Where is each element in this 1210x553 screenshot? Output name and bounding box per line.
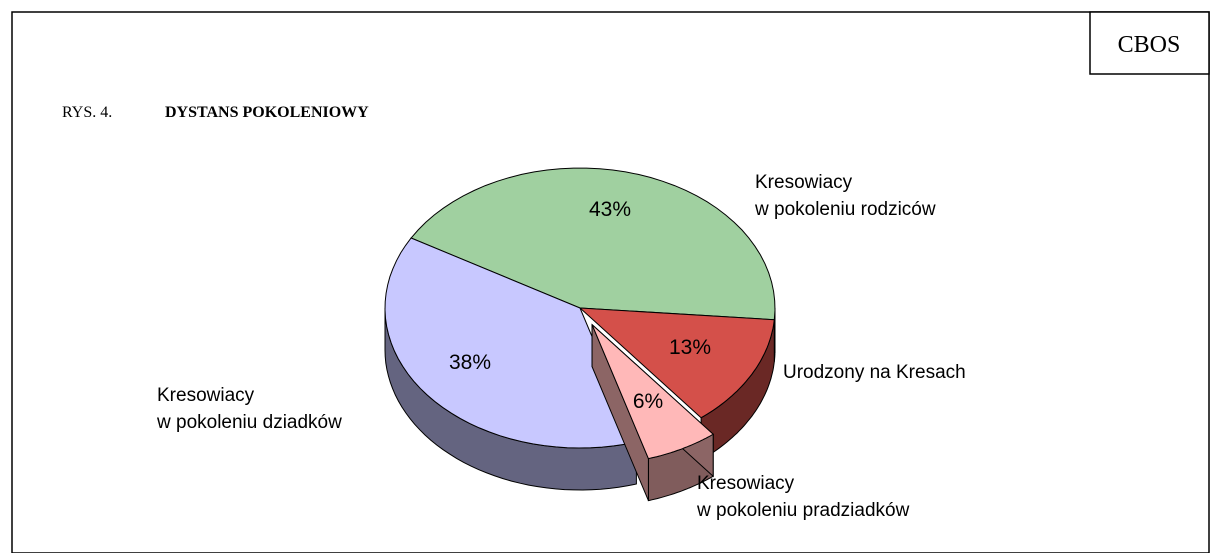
category-label: w pokoleniu dziadków — [156, 412, 342, 433]
figure-label: RYS. 4. — [62, 104, 112, 121]
source-box — [1089, 11, 1210, 75]
category-label: Kresowiacy — [157, 385, 255, 406]
value-label: 43% — [589, 198, 631, 221]
category-label: Kresowiacy — [755, 172, 853, 193]
value-label: 13% — [669, 336, 711, 359]
value-label: 38% — [449, 351, 491, 374]
chart-title: DYSTANS POKOLENIOWY — [165, 104, 369, 121]
pie-slice — [591, 324, 715, 460]
pie-slice — [384, 237, 638, 449]
category-label: w pokoleniu rodziców — [754, 199, 936, 220]
source: CBOS — [1118, 32, 1181, 58]
category-label: Kresowiacy — [697, 473, 795, 494]
pie-slice — [410, 167, 776, 321]
category-label: w pokoleniu pradziadków — [696, 500, 910, 521]
value-label: 6% — [633, 390, 663, 413]
category-label: Urodzony na Kresach — [783, 362, 966, 383]
pie — [384, 167, 776, 502]
pie-slice — [578, 307, 775, 419]
